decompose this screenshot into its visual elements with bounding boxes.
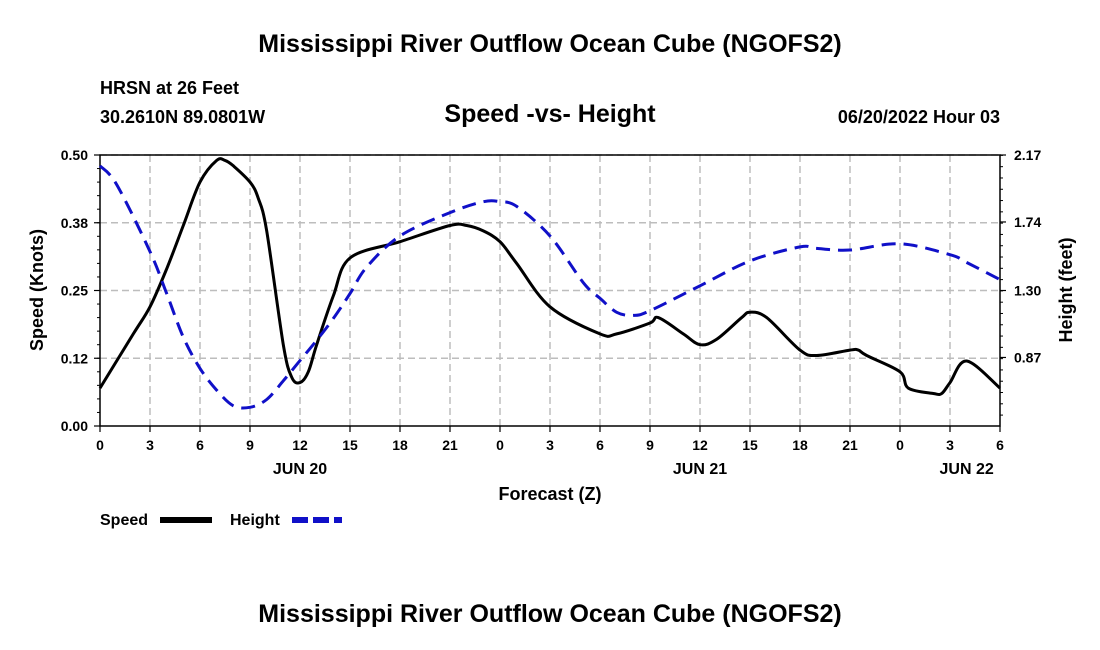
forecast-datetime: 06/20/2022 Hour 03	[837, 107, 1000, 127]
x-tick-label: 6	[196, 437, 204, 453]
chart-subtitle: Speed -vs- Height	[444, 100, 656, 128]
y-tick-label: 0.38	[61, 215, 88, 231]
x-tick-label: 15	[342, 437, 358, 453]
y2-tick-label: 2.17	[1014, 147, 1041, 163]
day-label: JUN 21	[673, 461, 727, 478]
x-tick-label: 18	[392, 437, 408, 453]
x-tick-label: 3	[146, 437, 154, 453]
x-axis-label: Forecast (Z)	[498, 484, 601, 504]
x-tick-label: 3	[546, 437, 554, 453]
x-tick-label: 18	[792, 437, 808, 453]
y2-tick-label: 1.30	[1014, 283, 1041, 299]
day-label: JUN 20	[273, 461, 327, 478]
day-label: JUN 22	[940, 461, 994, 478]
x-tick-label: 0	[896, 437, 904, 453]
x-tick-label: 0	[96, 437, 104, 453]
y2-tick-label: 1.74	[1014, 214, 1041, 230]
legend-height-label: Height	[230, 512, 280, 529]
y-tick-label: 0.12	[61, 350, 88, 366]
x-tick-label: 15	[742, 437, 758, 453]
y-tick-label: 0.25	[61, 283, 88, 299]
chart-main-title: Mississippi River Outflow Ocean Cube (NG…	[258, 30, 842, 58]
legend-speed-label: Speed	[100, 512, 148, 529]
x-tick-label: 12	[692, 437, 708, 453]
y-axis-label: Speed (Knots)	[27, 229, 47, 351]
x-tick-label: 0	[496, 437, 504, 453]
y2-axis-label: Height (feet)	[1056, 238, 1076, 343]
x-tick-label: 3	[946, 437, 954, 453]
x-tick-label: 9	[646, 437, 654, 453]
x-tick-label: 21	[842, 437, 858, 453]
x-tick-label: 9	[246, 437, 254, 453]
y-tick-label: 0.50	[61, 147, 88, 163]
y-tick-label: 0.00	[61, 418, 88, 434]
bottom-title: Mississippi River Outflow Ocean Cube (NG…	[258, 600, 842, 628]
station-label: HRSN at 26 Feet	[100, 78, 240, 98]
x-tick-label: 6	[596, 437, 604, 453]
y2-tick-label: 0.87	[1014, 349, 1041, 365]
height-series-line	[98, 164, 1001, 410]
speed-series-line	[98, 157, 1001, 397]
station-coordinates: 30.2610N 89.0801W	[100, 107, 266, 127]
x-tick-label: 12	[292, 437, 308, 453]
x-tick-label: 21	[442, 437, 458, 453]
x-tick-label: 6	[996, 437, 1004, 453]
